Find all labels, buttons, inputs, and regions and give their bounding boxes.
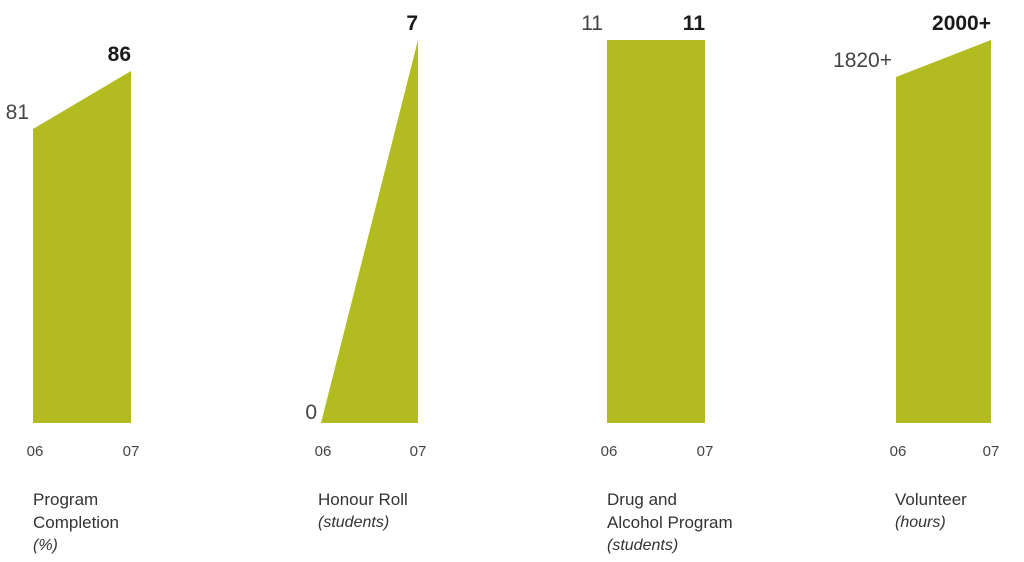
data-label-end: 2000+ — [932, 12, 991, 35]
panel-label-volunteer: Volunteer (hours) — [895, 488, 967, 534]
panel-title-line: Alcohol Program — [607, 513, 733, 532]
x-tick-label: 07 — [410, 443, 427, 460]
data-label-start: 0 — [305, 401, 317, 424]
x-tick-label: 07 — [983, 443, 1000, 460]
panel-unit: (students) — [607, 537, 679, 554]
x-tick-label: 06 — [601, 443, 618, 460]
panel-title-line: Completion — [33, 513, 119, 532]
x-tick-label: 07 — [697, 443, 714, 460]
data-label-start: 1820+ — [833, 49, 892, 72]
x-tick-label: 07 — [123, 443, 140, 460]
panel-unit: (students) — [318, 514, 390, 531]
data-label-start: 11 — [581, 12, 603, 35]
area-series-2 — [607, 40, 705, 423]
panel-label-drug-alcohol-program: Drug and Alcohol Program (students) — [607, 488, 733, 557]
area-series-1 — [321, 40, 418, 423]
data-label-end: 11 — [683, 12, 706, 35]
data-label-end: 86 — [108, 43, 131, 66]
x-tick-label: 06 — [315, 443, 332, 460]
area-series-0 — [33, 71, 131, 423]
data-label-start: 81 — [6, 101, 29, 124]
panel-title-line: Volunteer — [895, 490, 967, 509]
panel-title-line: Program — [33, 490, 99, 509]
x-tick-label: 06 — [27, 443, 44, 460]
panel-label-program-completion: Program Completion (%) — [33, 488, 119, 557]
x-tick-label: 06 — [890, 443, 907, 460]
panel-title-line: Honour Roll — [318, 490, 408, 509]
area-series-3 — [896, 40, 991, 423]
panel-label-honour-roll: Honour Roll (students) — [318, 488, 408, 534]
panel-unit: (hours) — [895, 514, 946, 531]
data-label-end: 7 — [406, 12, 418, 35]
panel-unit: (%) — [33, 537, 58, 554]
panel-title-line: Drug and — [607, 490, 677, 509]
